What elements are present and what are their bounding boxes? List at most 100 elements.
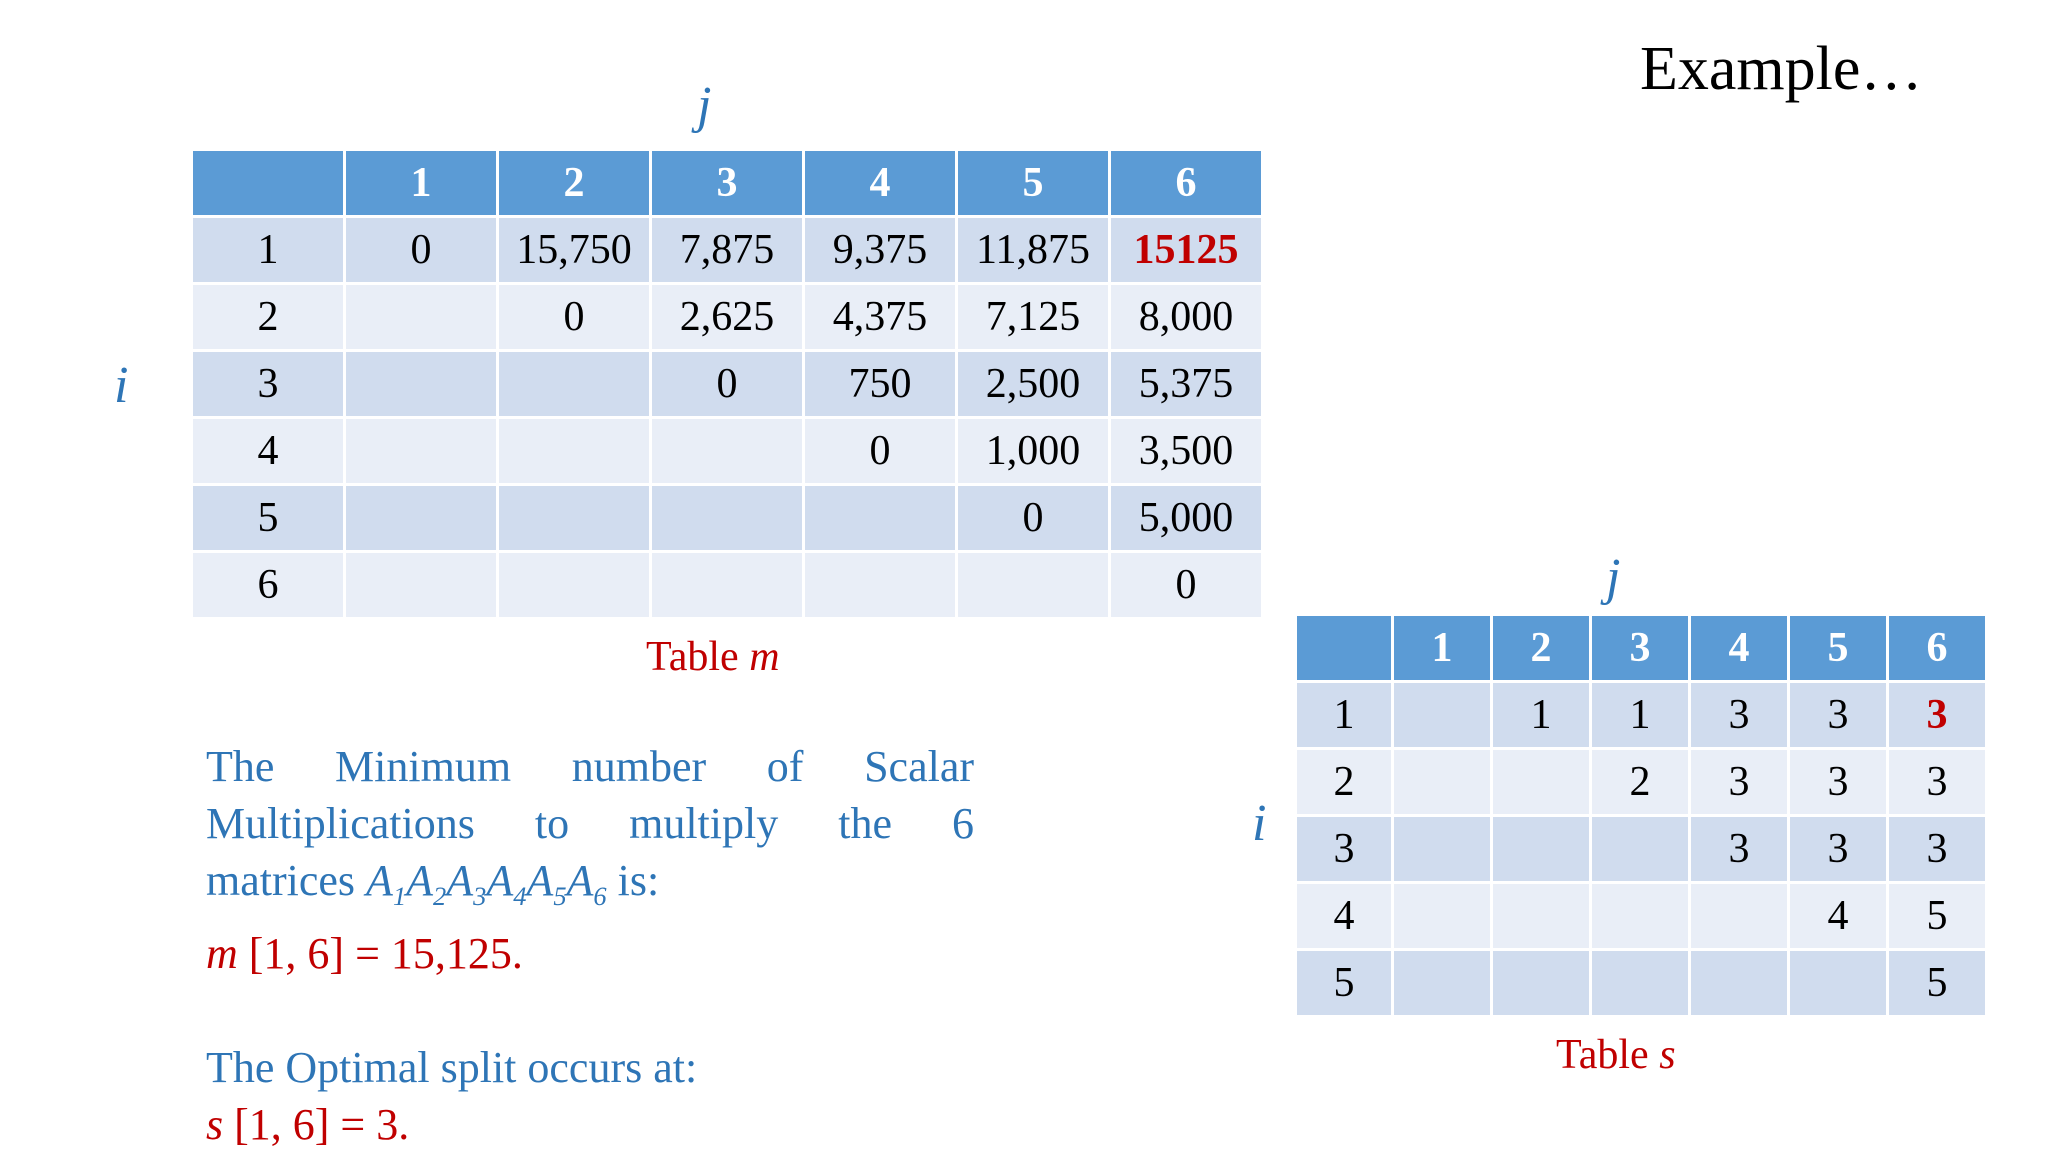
table-s-cell [1787, 948, 1889, 1018]
matrix-letter: A [566, 856, 594, 905]
explanation-text: The Minimum number of Scalar Multiplicat… [206, 738, 974, 1153]
table-s-cell [1391, 948, 1493, 1018]
matrix-letter: A [446, 856, 474, 905]
table-m-cell: 750 [802, 349, 958, 419]
table-m-cell [496, 550, 652, 620]
result-expr: [1, 6] = 15,125. [237, 928, 523, 978]
matrix-letter: A [366, 856, 393, 905]
table-s-cell: 3 [1787, 680, 1889, 750]
table-m-row-1: 1 0 15,750 7,875 9,375 11,875 15125 [190, 215, 1264, 285]
table-s-caption-var: s [1659, 1032, 1676, 1078]
table-m-row-4: 4 0 1,000 3,500 [190, 416, 1264, 486]
explanation-line-1: The Minimum number of Scalar [206, 742, 974, 791]
table-s-col-header-1: 1 [1391, 613, 1493, 683]
table-s-cell [1688, 948, 1790, 1018]
table-m-cell: 2,500 [955, 349, 1111, 419]
split-line: The Optimal split occurs at: [206, 1042, 698, 1092]
table-m-cell [343, 416, 499, 486]
table-m-caption: Table m [646, 636, 780, 678]
matrix-subscript: 4 [513, 880, 527, 911]
table-s-cell: 3 [1688, 814, 1790, 884]
table-s-cell: 3 [1688, 747, 1790, 817]
table-m-cell [496, 416, 652, 486]
table-m-cell [802, 550, 958, 620]
table-m-row-header: 5 [190, 483, 346, 553]
table-s-cell [1589, 881, 1691, 951]
table-m-col-header-corner [190, 148, 346, 218]
table-m-cell [343, 282, 499, 352]
table-m-cell: 7,125 [955, 282, 1111, 352]
table-m-col-header-4: 4 [802, 148, 958, 218]
table-m-cell [496, 349, 652, 419]
table-m-col-header-6: 6 [1108, 148, 1264, 218]
result-var: m [206, 928, 238, 978]
explanation-line-2: Multiplications to multiply the 6 [206, 799, 974, 848]
table-m-cell: 0 [802, 416, 958, 486]
table-m-cell: 0 [649, 349, 805, 419]
table-m-cell [343, 349, 499, 419]
table-s-cell [1688, 881, 1790, 951]
table-m-cell [343, 483, 499, 553]
matrix-sequence: A1A2A3A4A5A6 [366, 856, 607, 911]
table-s-caption: Table s [1556, 1034, 1676, 1076]
table-s-cell [1391, 881, 1493, 951]
table-s-cell [1391, 680, 1493, 750]
table-s-row-header: 5 [1294, 948, 1394, 1018]
table-s-cell [1589, 814, 1691, 884]
table-s-col-header-4: 4 [1688, 613, 1790, 683]
table-m-cell: 0 [343, 215, 499, 285]
table-m-cell [496, 483, 652, 553]
table-s-cell [1391, 747, 1493, 817]
table-s-row-header: 1 [1294, 680, 1394, 750]
table-s-cell: 3 [1886, 747, 1988, 817]
table-m-col-header-3: 3 [649, 148, 805, 218]
table-m-cell [649, 483, 805, 553]
table-m-cell [649, 416, 805, 486]
table-m-col-header-2: 2 [496, 148, 652, 218]
table-s-col-header-6: 6 [1886, 613, 1988, 683]
table-s-cell: 3 [1886, 814, 1988, 884]
table-m-row-2: 2 0 2,625 4,375 7,125 8,000 [190, 282, 1264, 352]
explanation-line-3: matrices A1A2A3A4A5A6 is: [206, 852, 974, 925]
table-s-cell [1490, 747, 1592, 817]
table-s-caption-prefix: Table [1556, 1032, 1649, 1078]
table-m-cell: 0 [496, 282, 652, 352]
table-s-row-axis-label: i [1252, 795, 1267, 852]
table-m-row-header: 2 [190, 282, 346, 352]
table-s-col-header-3: 3 [1589, 613, 1691, 683]
matrix-subscript: 2 [433, 880, 447, 911]
matrices-word: matrices [206, 856, 356, 905]
table-m-row-header: 6 [190, 550, 346, 620]
table-m-col-axis-label: j [697, 77, 712, 134]
table-m-col-header-5: 5 [955, 148, 1111, 218]
table-s-row-header: 3 [1294, 814, 1394, 884]
table-s-col-axis-label: j [1606, 549, 1621, 606]
table-m-cell: 2,625 [649, 282, 805, 352]
table-m-cell: 9,375 [802, 215, 958, 285]
table-m-row-5: 5 0 5,000 [190, 483, 1264, 553]
table-m-cell: 4,375 [802, 282, 958, 352]
table-m-cell [955, 550, 1111, 620]
table-s-row-header: 2 [1294, 747, 1394, 817]
matrix-letter: A [486, 856, 514, 905]
table-m-cell [802, 483, 958, 553]
slide-title: Example… [1640, 35, 1923, 103]
matrix-letter: A [526, 856, 554, 905]
split-result-line: s [1, 6] = 3. [206, 1096, 974, 1153]
table-s-cell: 3 [1886, 680, 1988, 750]
table-m-col-header-1: 1 [343, 148, 499, 218]
table-m-cell: 0 [1108, 550, 1264, 620]
table-m-cell [649, 550, 805, 620]
table-s-cell [1490, 814, 1592, 884]
table-s-row-header: 4 [1294, 881, 1394, 951]
table-s-cell: 3 [1688, 680, 1790, 750]
table-m-cell: 8,000 [1108, 282, 1264, 352]
table-m-row-header: 4 [190, 416, 346, 486]
table-m-row-3: 3 0 750 2,500 5,375 [190, 349, 1264, 419]
